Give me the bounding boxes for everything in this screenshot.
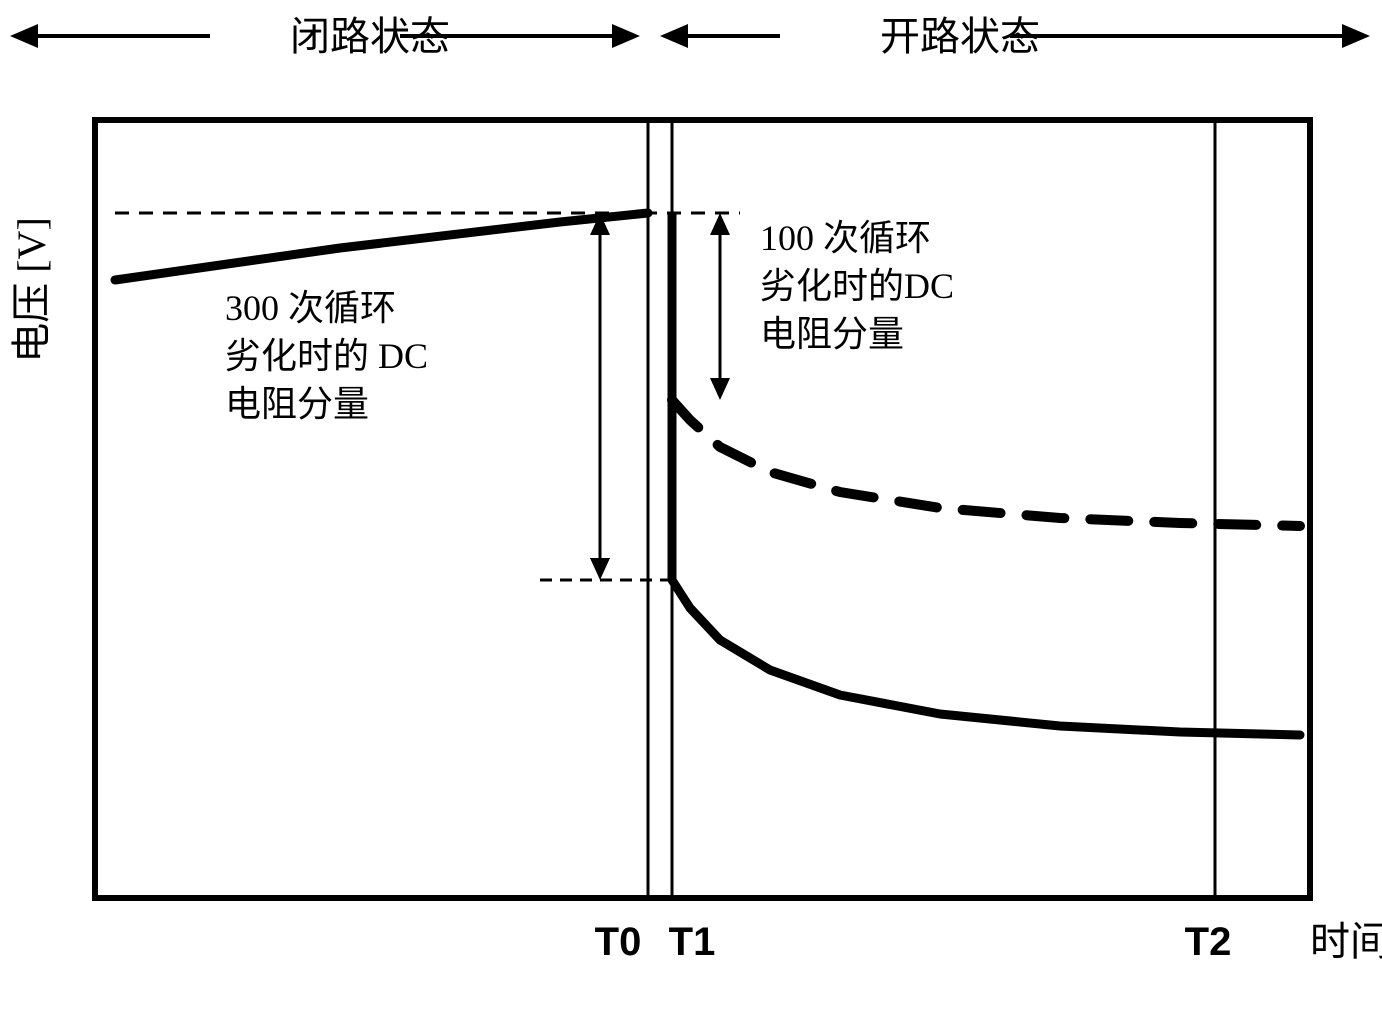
anno-100-line-0: 100 次循环 xyxy=(760,218,931,258)
x-tick-T1: T1 xyxy=(669,920,716,964)
x-axis-label: 时间 xyxy=(1310,919,1382,964)
curve-300 xyxy=(672,580,1300,735)
anno-100-line-1: 劣化时的DC xyxy=(760,266,954,306)
x-tick-T0: T0 xyxy=(595,920,642,964)
charge-curve xyxy=(115,213,648,280)
anno-300-line-2: 电阻分量 xyxy=(225,384,369,424)
voltage-time-chart: 闭路状态 开路状态电压 [V] 时间 T0 T1 T2 300 次循环劣化时的 DC 电阻分量… xyxy=(0,0,1382,1010)
curve-100 xyxy=(672,400,1300,526)
header-right-label: 开路状态 xyxy=(880,14,1040,59)
x-tick-T2: T2 xyxy=(1185,920,1232,964)
anno-300-line-1: 劣化时的 DC xyxy=(225,336,428,376)
anno-100-line-2: 电阻分量 xyxy=(760,314,904,354)
anno-300-line-0: 300 次循环 xyxy=(225,288,396,328)
header-left-label: 闭路状态 xyxy=(290,14,450,59)
plot-frame xyxy=(95,120,1310,898)
y-axis-label: 电压 [V] xyxy=(9,217,54,363)
